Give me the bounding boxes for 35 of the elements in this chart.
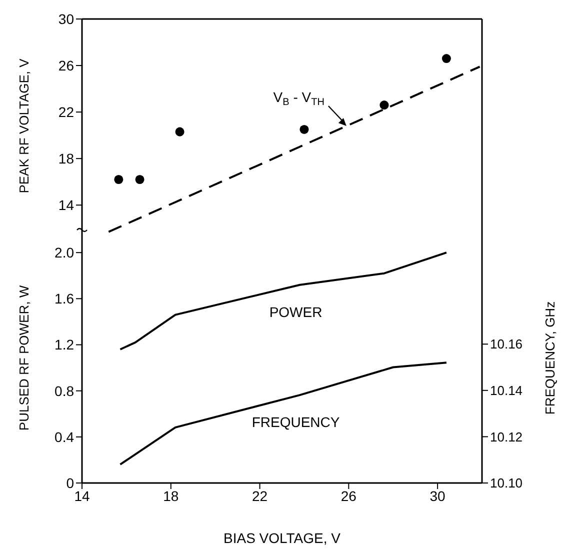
point: [300, 124, 309, 134]
y2-tick-label: 10.10: [490, 476, 523, 491]
y2-tick-label: 10.16: [490, 336, 523, 352]
y-tick-label: 22: [58, 104, 74, 120]
y-axis-title: PULSED RF POWER, W: [16, 284, 32, 431]
x-tick-label: 30: [430, 488, 446, 504]
point: [442, 54, 451, 64]
point: [175, 127, 184, 136]
y-tick-label: 2.0: [54, 244, 74, 261]
y-tick-label: 1.6: [54, 290, 74, 307]
point: [114, 174, 124, 184]
y-tick-label: 0.8: [54, 382, 74, 399]
y2-axis-title: FREQUENCY, GHz: [542, 301, 558, 415]
series-label: POWER: [269, 304, 322, 320]
x-tick-label: 22: [252, 488, 268, 504]
y-tick-label: 0: [66, 474, 74, 491]
y-tick-label: 14: [58, 197, 74, 214]
point: [135, 174, 144, 184]
series-label: FREQUENCY: [252, 414, 340, 430]
point: [380, 100, 389, 110]
y-axis-title: PEAK RF VOLTAGE, V: [16, 58, 32, 194]
x-axis-title: BIAS VOLTAGE, V: [224, 530, 342, 546]
x-tick-label: 18: [163, 488, 179, 504]
y2-tick-label: 10.14: [490, 383, 523, 398]
x-tick-label: 26: [340, 488, 357, 504]
y-tick-label: 26: [58, 57, 74, 74]
annotation: V$_{B}$ - V$_{TH}$: [273, 89, 324, 108]
y-tick-label: 30: [58, 10, 74, 27]
y-tick-label: 18: [58, 150, 74, 167]
y2-tick-label: 10.12: [490, 429, 523, 444]
line-series: [119, 252, 448, 350]
line-series: [119, 362, 448, 466]
y-tick-label: 1.2: [54, 336, 74, 353]
y-tick-label: 0.4: [54, 428, 74, 445]
x-tick-label: 14: [74, 488, 90, 504]
